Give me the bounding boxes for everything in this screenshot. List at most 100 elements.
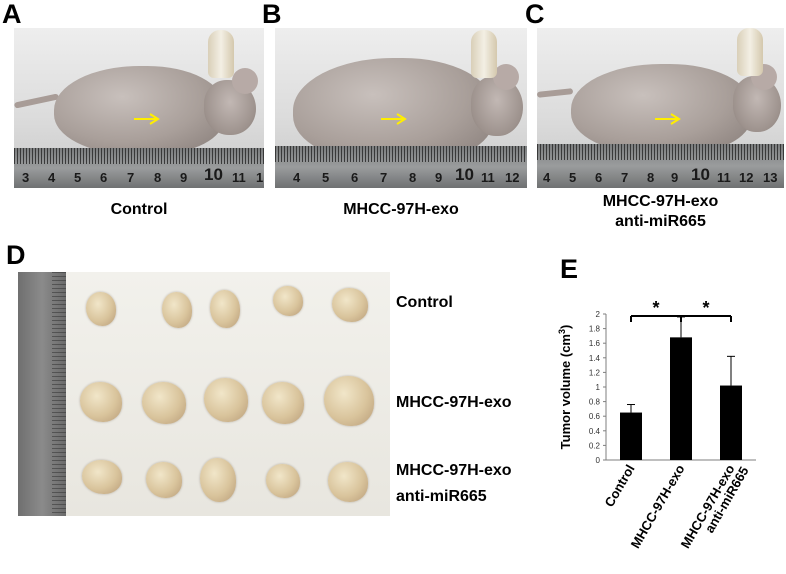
tumor (80, 382, 122, 422)
bar (620, 412, 642, 460)
ruler-number: 7 (621, 170, 629, 185)
mouse-body (571, 64, 751, 154)
panel-c-caption-line1: MHCC-97H-exo (602, 193, 719, 210)
ruler-number: 9 (671, 170, 679, 185)
ruler-number: 6 (351, 170, 359, 185)
panel-b-letter: B (262, 0, 282, 29)
tumor (324, 376, 374, 426)
panel-a-mouse-photo: 3 4 5 6 7 8 9 10 11 1 (14, 28, 264, 188)
ruler-number: 4 (48, 170, 56, 185)
y-axis-label: Tumor volume (cm3) (557, 325, 573, 450)
ruler-number: 8 (154, 170, 162, 185)
ruler-number: 4 (543, 170, 551, 185)
tumor (82, 460, 122, 494)
significance-star: * (702, 298, 709, 318)
ruler-number: 11 (232, 170, 246, 185)
mouse-tail (14, 93, 60, 109)
y-tick-label: 0 (596, 456, 601, 465)
panel-c-caption: MHCC-97H-exo anti-miR665 (537, 192, 784, 232)
tumor (200, 458, 236, 502)
row-label-line2: anti-miR665 (396, 488, 487, 505)
mouse-body (54, 66, 224, 154)
ruler-number: 5 (322, 170, 330, 185)
panel-c-mouse-photo: 4 5 6 7 8 9 10 11 12 13 (537, 28, 784, 188)
ruler-number: 9 (435, 170, 443, 185)
panel-d-tumor-photo (18, 272, 390, 516)
ruler-number: 10 (204, 165, 223, 184)
tumor-arrow-icon (381, 113, 407, 125)
tumor (266, 464, 300, 498)
x-category-label: Control (601, 462, 637, 510)
tumor (162, 292, 192, 328)
tumor (328, 462, 368, 502)
y-tick-label: 0.8 (589, 398, 601, 407)
ruler-number: 13 (763, 170, 778, 185)
y-tick-label: 0.6 (589, 412, 601, 421)
mouse-ear (232, 68, 258, 94)
y-tick-label: 1.6 (589, 339, 601, 348)
ruler-number: 10 (455, 165, 474, 184)
tube (737, 28, 763, 76)
tumor (146, 462, 182, 498)
y-tick-label: 2 (596, 310, 601, 319)
ruler: 4 5 6 7 8 9 10 11 12 13 (537, 144, 784, 188)
ruler-number: 11 (481, 170, 495, 185)
y-tick-label: 1 (596, 383, 601, 392)
bar (720, 385, 742, 460)
tumor (262, 382, 304, 424)
panel-c-caption-line2: anti-miR665 (615, 213, 706, 230)
row-label-line1: MHCC-97H-exo (396, 462, 512, 479)
row-label-anti-mir665: MHCC-97H-exo anti-miR665 (396, 460, 512, 508)
mouse-body (293, 58, 493, 163)
tumor (273, 286, 303, 316)
ruler-number: 8 (647, 170, 655, 185)
y-tick-label: 1.2 (589, 368, 601, 377)
ruler-number: 11 (717, 170, 731, 185)
tumor (204, 378, 248, 422)
tumor (142, 382, 186, 424)
tumor (210, 290, 240, 328)
panel-c-letter: C (525, 0, 545, 29)
ruler-number: 12 (739, 170, 754, 185)
ruler-number: 3 (22, 170, 30, 185)
ruler-number: 6 (595, 170, 603, 185)
y-tick-label: 1.4 (589, 354, 601, 363)
tube (471, 30, 497, 78)
panel-a-caption: Control (110, 201, 168, 218)
y-tick-label: 0.4 (589, 427, 601, 436)
y-axis-label-close: ) (558, 325, 573, 329)
tube (208, 30, 234, 78)
panel-b-mouse-photo: 4 5 6 7 8 9 10 11 12 (275, 28, 527, 188)
ruler-number: 7 (127, 170, 135, 185)
tumor-volume-chart: 0 0.2 0.4 0.6 0.8 1 1.2 1.4 1.6 1.8 2 Tumor volume … (557, 298, 756, 551)
ruler-number: 1 (256, 170, 264, 185)
tumor (332, 288, 368, 322)
row-label-control: Control (396, 294, 453, 311)
ruler: 3 4 5 6 7 8 9 10 11 1 (14, 148, 264, 188)
panel-e-letter: E (560, 254, 579, 284)
ruler-number: 4 (293, 170, 301, 185)
y-tick-label: 0.2 (589, 441, 601, 450)
ruler-number: 7 (380, 170, 388, 185)
significance-star: * (652, 298, 659, 318)
tumor-arrow-icon (134, 113, 160, 125)
ruler-number: 5 (74, 170, 82, 185)
row-label-exo: MHCC-97H-exo (396, 394, 512, 411)
bar (670, 337, 692, 460)
vertical-ruler (18, 272, 66, 516)
ruler-number: 10 (691, 165, 710, 184)
ruler-number: 12 (505, 170, 520, 185)
mouse-tail (537, 88, 574, 98)
y-tick-label: 1.8 (589, 325, 601, 334)
tumor-arrow-icon (655, 113, 681, 125)
ruler-number: 9 (180, 170, 188, 185)
panel-b-caption: MHCC-97H-exo (343, 201, 459, 218)
tumor (86, 292, 116, 326)
mouse-ear (493, 64, 519, 90)
x-category-label: MHCC-97H-exo (628, 462, 688, 551)
panel-d-letter: D (6, 240, 26, 270)
panel-a-letter: A (2, 0, 22, 29)
ruler-number: 5 (569, 170, 577, 185)
ruler-number: 8 (409, 170, 417, 185)
ruler: 4 5 6 7 8 9 10 11 12 (275, 146, 527, 188)
